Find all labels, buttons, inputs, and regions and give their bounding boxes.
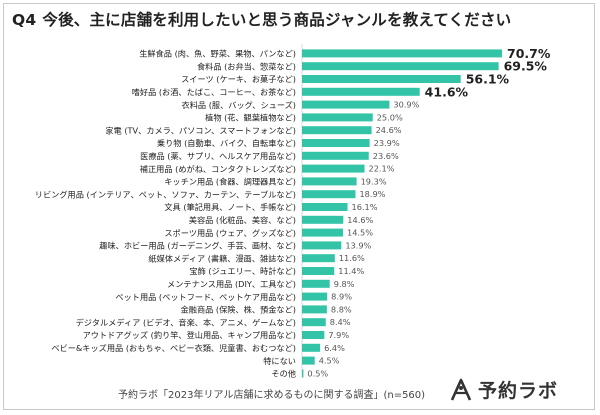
bar — [302, 151, 369, 160]
bar — [302, 139, 370, 147]
bar — [302, 292, 328, 301]
value-label: 24.6% — [376, 125, 402, 135]
value-label: 0.5% — [307, 368, 328, 378]
question-text: 今後、主に店舗を利用したいと思う商品ジャンルを教えてください — [42, 11, 512, 29]
source-note: 予約ラボ「2023年リアル店舗に求めるものに関する調査」(n=560) — [118, 390, 426, 401]
category-label: 金融商品 (保険、株、預金など) — [181, 305, 296, 315]
bar-chart: 生鮮食品 (肉、魚、野菜、果物、パンなど) 70.7% 食料品 (お弁当、惣菜など)… — [35, 44, 551, 379]
bar — [302, 305, 327, 314]
bar — [302, 75, 461, 83]
category-label: 乗り物 (自動車、バイク、自転車など) — [157, 138, 296, 148]
value-label: 13.9% — [345, 240, 371, 250]
category-label: 文具 (筆記用具、ノート、手帳など) — [164, 202, 296, 212]
value-label: 8.8% — [331, 304, 352, 314]
value-label: 41.6% — [425, 84, 469, 99]
value-label: 23.9% — [374, 138, 400, 148]
brand-mark-icon — [450, 378, 472, 401]
category-label: 食料品 (お弁当、惣菜など) — [197, 61, 296, 71]
bar — [302, 190, 356, 199]
category-label: アウトドアグッズ (釣り竿、登山用品、キャンプ用品など) — [83, 330, 296, 340]
value-label: 4.5% — [319, 356, 340, 366]
brand-logo: 予約ラボ — [448, 376, 558, 403]
value-label: 23.6% — [373, 151, 399, 161]
bar — [302, 331, 325, 339]
value-label: 16.1% — [352, 202, 378, 212]
category-label: 植物 (花、観葉植物など) — [205, 113, 296, 123]
category-label: 医療品 (薬、サプリ、ヘルスケア用品など) — [140, 151, 296, 161]
bar — [302, 203, 348, 211]
category-label: 宝飾 (ジュエリー、時計など) — [189, 266, 296, 276]
category-label: 衣料品 (服、バッグ、シューズ) — [182, 100, 296, 110]
value-label: 70.7% — [507, 46, 551, 61]
category-label: リビング用品 (インテリア、ペット、ソファ、カーテン、テーブルなど) — [35, 189, 296, 199]
value-label: 19.3% — [361, 176, 387, 186]
value-label: 25.0% — [377, 112, 403, 122]
bar — [302, 369, 304, 378]
bar — [302, 215, 344, 224]
bar — [302, 100, 390, 109]
category-label: スイーツ (ケーキ、お菓子など) — [181, 74, 296, 84]
category-label: ベビー&キッズ用品 (おもちゃ、ベビー衣類、児童書、おむつなど) — [51, 343, 296, 353]
value-label: 56.1% — [466, 72, 510, 87]
value-label: 22.1% — [369, 164, 395, 174]
value-label: 69.5% — [504, 59, 548, 74]
bar — [302, 279, 330, 288]
category-label: 美容品 (化粧品、美容、など) — [189, 215, 296, 225]
brand-name: 予約ラボ — [478, 380, 559, 402]
category-label: 趣味、ホビー用品 (ガーデニング、手芸、画材、など) — [99, 241, 296, 251]
category-label: 紙媒体メディア (書籍、漫画、雑誌など) — [148, 253, 296, 263]
value-label: 14.5% — [347, 228, 373, 238]
value-label: 18.9% — [359, 189, 385, 199]
category-label: メンテナンス用品 (DIY、工具など) — [167, 279, 296, 289]
bar — [302, 113, 373, 122]
category-label: その他 — [271, 369, 296, 379]
bar — [302, 49, 502, 58]
value-label: 6.4% — [324, 343, 345, 353]
bar — [302, 241, 342, 250]
value-label: 9.8% — [334, 279, 355, 289]
value-label: 8.9% — [331, 292, 352, 302]
bar — [302, 62, 499, 71]
value-label: 14.6% — [347, 215, 373, 225]
bar — [302, 164, 365, 173]
bar — [302, 87, 420, 96]
category-label: 家電 (TV、カメラ、パソコン、スマートフォンなど) — [105, 125, 296, 135]
question-number: Q4 — [12, 11, 37, 29]
category-label: 嗜好品 (お酒、たばこ、コーヒー、お茶など) — [132, 87, 296, 97]
value-label: 11.4% — [338, 266, 364, 276]
category-label: ペット用品 (ペットフード、ペットケア用品など) — [115, 292, 296, 302]
value-label: 11.6% — [339, 253, 365, 263]
category-label: 特にない — [263, 356, 296, 366]
category-label: 補正用品 (めがね、コンタクトレンズなど) — [140, 164, 296, 174]
chart-title: Q4 今後、主に店舗を利用したいと思う商品ジャンルを教えてください — [12, 8, 511, 30]
bar — [302, 318, 326, 327]
category-label: キッチン用品 (食器、調理器具など) — [164, 177, 296, 187]
bar — [302, 126, 372, 135]
category-label: デジタルメディア (ビデオ、音楽、本、アニメ、ゲームなど) — [76, 317, 296, 327]
bar — [302, 177, 357, 186]
bar — [302, 254, 335, 263]
bar — [302, 356, 315, 365]
value-label: 8.4% — [330, 317, 351, 327]
bar — [302, 343, 321, 352]
value-label: 30.9% — [393, 100, 419, 110]
bar — [302, 267, 335, 275]
chart-frame — [3, 3, 595, 410]
category-label: 生鮮食品 (肉、魚、野菜、果物、パンなど) — [139, 49, 296, 59]
bar — [302, 228, 344, 237]
value-label: 7.9% — [328, 330, 349, 340]
category-label: スポーツ用品 (ウェア、グッズなど) — [164, 228, 296, 238]
